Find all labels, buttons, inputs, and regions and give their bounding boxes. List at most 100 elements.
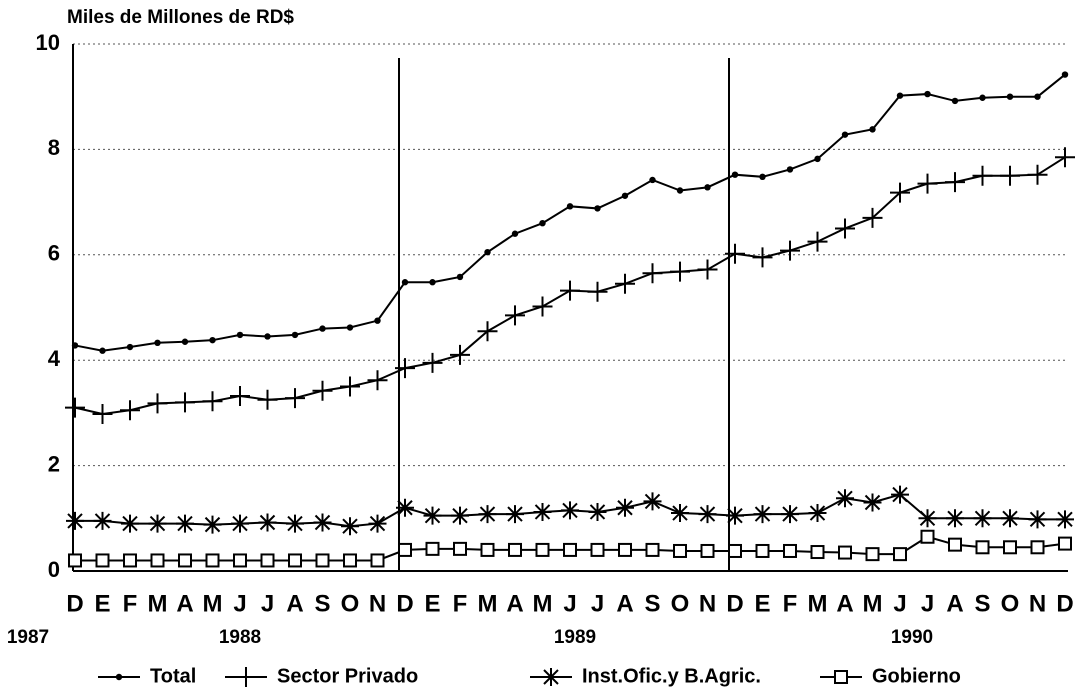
point bbox=[154, 339, 161, 347]
point bbox=[945, 172, 965, 193]
x-tick-label: E bbox=[754, 590, 770, 617]
point bbox=[1056, 510, 1074, 529]
point bbox=[838, 545, 852, 560]
point bbox=[202, 391, 223, 412]
point bbox=[401, 279, 409, 286]
legend-label: Gobierno bbox=[872, 665, 961, 687]
x-tick-label: A bbox=[176, 590, 193, 617]
point bbox=[175, 392, 195, 413]
point bbox=[755, 543, 770, 558]
point bbox=[616, 498, 634, 517]
point bbox=[230, 386, 250, 407]
point bbox=[453, 541, 467, 556]
point bbox=[841, 131, 849, 138]
year-label: 1989 bbox=[554, 627, 596, 648]
point bbox=[257, 389, 278, 410]
y-tick-label: 8 bbox=[48, 135, 60, 160]
x-tick-label: E bbox=[424, 590, 440, 617]
point bbox=[425, 541, 440, 556]
point bbox=[590, 542, 605, 557]
series-line bbox=[74, 73, 1066, 352]
point bbox=[264, 333, 271, 340]
point bbox=[1055, 147, 1075, 168]
y-tick-label: 10 bbox=[36, 30, 60, 55]
point bbox=[203, 515, 222, 534]
point bbox=[1006, 93, 1014, 100]
point bbox=[896, 92, 904, 99]
point bbox=[341, 517, 359, 536]
legend-label: Total bbox=[150, 665, 196, 687]
point bbox=[979, 94, 986, 101]
point bbox=[480, 542, 495, 557]
point bbox=[505, 305, 525, 326]
point bbox=[484, 248, 491, 256]
point bbox=[396, 498, 414, 517]
point bbox=[1061, 71, 1069, 78]
point bbox=[673, 543, 687, 558]
point bbox=[587, 281, 608, 302]
x-tick-label: A bbox=[946, 590, 963, 617]
x-tick-label: A bbox=[836, 590, 853, 617]
x-tick-label: M bbox=[203, 590, 223, 617]
point bbox=[236, 667, 256, 687]
point bbox=[863, 493, 882, 512]
point bbox=[319, 325, 326, 332]
point bbox=[588, 502, 607, 521]
point bbox=[1034, 93, 1041, 100]
x-tick-label: D bbox=[726, 590, 743, 617]
x-tick-label: S bbox=[644, 590, 660, 617]
point bbox=[121, 514, 139, 533]
x-tick-label: E bbox=[94, 590, 110, 617]
x-tick-label: S bbox=[314, 590, 330, 617]
point bbox=[814, 155, 821, 163]
point bbox=[1030, 540, 1045, 555]
point bbox=[506, 505, 524, 524]
x-tick-label: A bbox=[506, 590, 523, 617]
x-tick-label: M bbox=[478, 590, 498, 617]
y-tick-label: 0 bbox=[48, 557, 60, 582]
point bbox=[92, 403, 113, 424]
point bbox=[178, 553, 192, 568]
x-tick-label: J bbox=[921, 590, 934, 617]
point bbox=[810, 545, 825, 560]
year-label: 1990 bbox=[891, 627, 933, 648]
x-tick-label: O bbox=[1001, 590, 1020, 617]
point bbox=[1058, 536, 1072, 551]
x-tick-label: J bbox=[563, 590, 576, 617]
point bbox=[835, 218, 855, 239]
point bbox=[478, 505, 497, 524]
point bbox=[670, 261, 690, 282]
point bbox=[209, 336, 216, 344]
point bbox=[946, 509, 964, 528]
x-tick-label: F bbox=[783, 590, 798, 617]
point bbox=[71, 342, 79, 349]
point bbox=[1000, 165, 1020, 186]
point bbox=[65, 397, 85, 418]
point bbox=[343, 553, 357, 568]
point bbox=[374, 317, 381, 324]
y-axis-label: Miles de Millones de RD$ bbox=[67, 7, 294, 28]
x-tick-label: M bbox=[148, 590, 168, 617]
y-tick-label: 6 bbox=[48, 241, 60, 266]
point bbox=[477, 321, 498, 342]
point bbox=[621, 192, 629, 199]
point bbox=[95, 553, 110, 568]
point bbox=[918, 509, 937, 528]
point bbox=[697, 259, 718, 280]
point bbox=[671, 504, 689, 523]
point bbox=[450, 344, 470, 365]
point bbox=[893, 547, 907, 562]
point bbox=[312, 380, 333, 401]
x-tick-label: N bbox=[1029, 590, 1046, 617]
point bbox=[869, 126, 876, 133]
point bbox=[643, 492, 662, 511]
point bbox=[205, 553, 220, 568]
x-tick-label: S bbox=[974, 590, 990, 617]
x-tick-label: A bbox=[286, 590, 303, 617]
x-tick-label: F bbox=[123, 590, 138, 617]
point bbox=[973, 509, 992, 528]
point bbox=[231, 514, 249, 533]
point bbox=[642, 263, 663, 284]
point bbox=[975, 540, 990, 555]
year-label: 1988 bbox=[219, 627, 261, 648]
